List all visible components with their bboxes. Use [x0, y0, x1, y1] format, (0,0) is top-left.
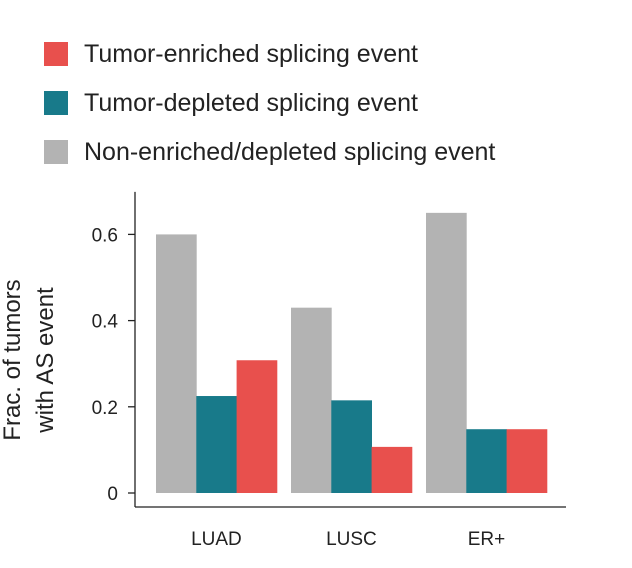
y-axis-title: Frac. of tumors with AS event [0, 279, 59, 440]
y-tick-label: 0.4 [92, 312, 119, 333]
bars [156, 212, 548, 493]
legend-label: Non-enriched/depleted splicing event [84, 137, 496, 166]
bar [371, 446, 413, 493]
y-axis-title-line: with AS event [32, 287, 59, 434]
legend-label: Tumor-enriched splicing event [84, 39, 418, 68]
legend-swatch [44, 42, 68, 66]
x-tick-label: LUSC [326, 529, 377, 550]
y-axis-title-line: Frac. of tumors [0, 279, 26, 440]
bar [331, 400, 372, 493]
bar [236, 360, 278, 493]
y-tick-label: 0.2 [92, 398, 118, 419]
legend-item: Non-enriched/depleted splicing event [44, 136, 495, 168]
bar [291, 307, 332, 493]
bar [426, 212, 467, 493]
legend-swatch [44, 140, 68, 164]
chart-legend: Tumor-enriched splicing event Tumor-deple… [44, 38, 495, 185]
legend-item: Tumor-enriched splicing event [44, 38, 495, 70]
y-tick-label: 0 [107, 484, 118, 505]
bar [196, 396, 237, 493]
y-axis: 0 0.2 0.4 0.6 [92, 191, 136, 507]
y-tick-label: 0.6 [92, 225, 118, 246]
x-axis: LUAD LUSC ER+ [135, 506, 566, 550]
legend-swatch [44, 91, 68, 115]
x-tick-label: ER+ [468, 529, 506, 550]
bar [466, 429, 507, 493]
x-tick-label: LUAD [191, 529, 242, 550]
legend-label: Tumor-depleted splicing event [84, 88, 418, 117]
legend-item: Tumor-depleted splicing event [44, 87, 495, 119]
bar [506, 429, 548, 493]
bar [156, 234, 197, 493]
